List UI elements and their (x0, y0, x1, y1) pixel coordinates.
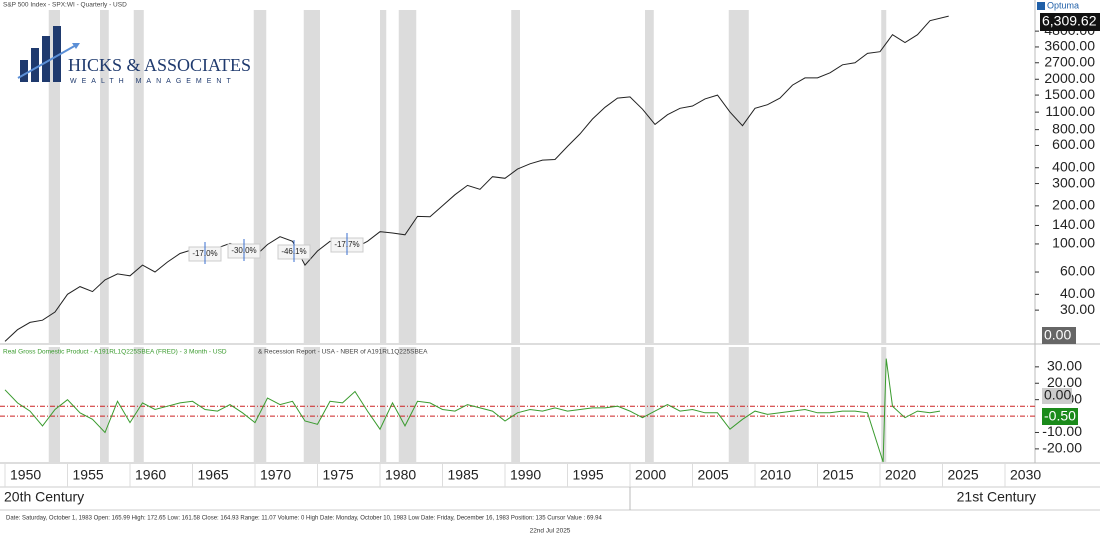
y-tick-label: 2700.00 (1044, 53, 1095, 69)
recession-bands (48, 10, 887, 462)
annotation: -17.7% (334, 240, 359, 249)
recession-band (380, 347, 387, 462)
y-tick-label: 1500.00 (1044, 86, 1095, 102)
y-tick-label: 2000.00 (1044, 70, 1095, 86)
y-tick-label: -20.00 (1042, 440, 1082, 456)
recession-band (881, 10, 887, 343)
recession-band (380, 10, 387, 343)
x-tick-label: 2030 (1010, 467, 1041, 483)
badge-label: 0.00 (1044, 387, 1071, 403)
x-tick-label: 2015 (823, 467, 854, 483)
recession-band (398, 347, 417, 462)
x-tick-label: 2010 (760, 467, 791, 483)
y-tick-label: 800.00 (1052, 120, 1095, 136)
last-value-badge (1040, 13, 1100, 31)
badge (1042, 408, 1078, 425)
era-label: 21st Century (957, 489, 1036, 505)
x-tick-label: 1985 (448, 467, 479, 483)
recession-band (100, 10, 109, 343)
x-tick-label: 1975 (323, 467, 354, 483)
last-value-label: 6,309.62 (1042, 13, 1097, 29)
y-tick-label: 140.00 (1052, 216, 1095, 232)
badge (1042, 327, 1076, 344)
x-tick-label: 1980 (385, 467, 416, 483)
footer-date: 22nd Jul 2025 (530, 528, 571, 535)
x-tick-label: 1960 (135, 467, 166, 483)
x-tick-label: 1990 (510, 467, 541, 483)
y-tick-label: 200.00 (1052, 197, 1095, 213)
era-label: 20th Century (4, 489, 84, 505)
recession-band (881, 347, 887, 462)
vendor-name: Optuma (1047, 0, 1079, 10)
recession-band (253, 347, 267, 462)
y-tick-label: 600.00 (1052, 136, 1095, 152)
badge-label: -0.50 (1044, 408, 1076, 424)
x-tick-label: 1965 (198, 467, 229, 483)
recession-band (100, 347, 109, 462)
y-tick-label: 60.00 (1060, 263, 1095, 279)
badge (1042, 388, 1072, 404)
vendor-icon (1037, 2, 1045, 10)
x-tick-label: 2025 (948, 467, 979, 483)
recession-band (48, 347, 60, 462)
panel-subtitle: & Recession Report - USA - NBER of A191R… (258, 349, 428, 356)
x-tick-label: 2020 (885, 467, 916, 483)
recession-band (728, 347, 749, 462)
footer-info: Date: Saturday, October 1, 1983 Open: 16… (6, 516, 602, 522)
y-tick-label: 20.00 (1047, 374, 1082, 390)
panel-title: Real Gross Domestic Product - A191RL1Q22… (3, 349, 227, 356)
annotation: -30.0% (231, 246, 256, 255)
y-tick-label: 30.00 (1060, 301, 1095, 317)
series-line (4, 15, 949, 342)
recession-band (645, 10, 654, 343)
y-tick-label: -10.00 (1042, 423, 1082, 439)
annotation: -17.0% (192, 249, 217, 258)
recession-band (645, 347, 654, 462)
recession-band (253, 10, 267, 343)
series-line (4, 358, 941, 463)
logo: HICKS & ASSOCIATES WEALTH MANAGEMENT (17, 26, 251, 85)
recession-band (511, 347, 520, 462)
recession-band (48, 10, 60, 343)
x-tick-label: 1955 (73, 467, 104, 483)
y-tick-label: 1100.00 (1045, 103, 1095, 119)
recession-band (133, 347, 144, 462)
x-tick-label: 1995 (573, 467, 604, 483)
x-tick-label: 2000 (635, 467, 666, 483)
x-tick-label: 1950 (10, 467, 41, 483)
logo-tagline: WEALTH MANAGEMENT (70, 78, 236, 85)
y-tick-label: 100.00 (1052, 235, 1095, 251)
x-tick-label: 1970 (260, 467, 291, 483)
y-tick-label: 30.00 (1047, 358, 1082, 374)
badge-label: 0.00 (1044, 327, 1071, 343)
recession-band (303, 10, 320, 343)
recession-band (303, 347, 320, 462)
annotation: -46.1% (281, 247, 306, 256)
recession-band (398, 10, 417, 343)
chart-title: S&P 500 Index - SPX:WI - Quarterly - USD (3, 2, 127, 9)
y-tick-label: 400.00 (1052, 158, 1095, 174)
recession-band (133, 10, 144, 343)
y-tick-label: 40.00 (1060, 285, 1095, 301)
x-tick-label: 2005 (698, 467, 729, 483)
y-tick-label: 3600.00 (1044, 38, 1095, 54)
recession-band (511, 10, 520, 343)
y-tick-label: 300.00 (1052, 174, 1095, 190)
recession-band (728, 10, 749, 343)
logo-name: HICKS & ASSOCIATES (68, 55, 251, 75)
